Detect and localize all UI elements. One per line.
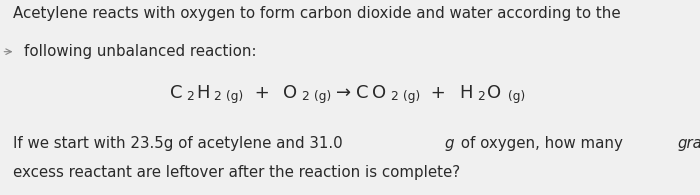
Text: of oxygen, how many: of oxygen, how many — [456, 136, 628, 151]
Text: (g): (g) — [314, 90, 331, 103]
Text: +: + — [425, 84, 452, 102]
Text: →: → — [336, 84, 351, 102]
Text: If we start with 23.5g of acetylene and 31.0: If we start with 23.5g of acetylene and … — [13, 136, 347, 151]
Text: +: + — [248, 84, 275, 102]
Text: C: C — [356, 84, 368, 102]
Text: O: O — [283, 84, 297, 102]
Text: 2: 2 — [477, 90, 484, 103]
Text: 2: 2 — [214, 90, 221, 103]
Text: 2: 2 — [390, 90, 398, 103]
Text: (g): (g) — [226, 90, 244, 103]
Text: grams: grams — [678, 136, 700, 151]
Text: (g): (g) — [403, 90, 420, 103]
Text: g: g — [444, 136, 454, 151]
Text: following unbalanced reaction:: following unbalanced reaction: — [24, 44, 256, 59]
Text: O: O — [486, 84, 501, 102]
Text: excess reactant are leftover after the reaction is complete?: excess reactant are leftover after the r… — [13, 165, 460, 180]
Text: (g): (g) — [508, 90, 525, 103]
Text: 2: 2 — [301, 90, 309, 103]
Text: H: H — [459, 84, 473, 102]
Text: Acetylene reacts with oxygen to form carbon dioxide and water according to the: Acetylene reacts with oxygen to form car… — [13, 6, 620, 21]
Text: C: C — [170, 84, 182, 102]
Text: O: O — [372, 84, 386, 102]
Text: H: H — [196, 84, 209, 102]
Text: 2: 2 — [186, 90, 194, 103]
